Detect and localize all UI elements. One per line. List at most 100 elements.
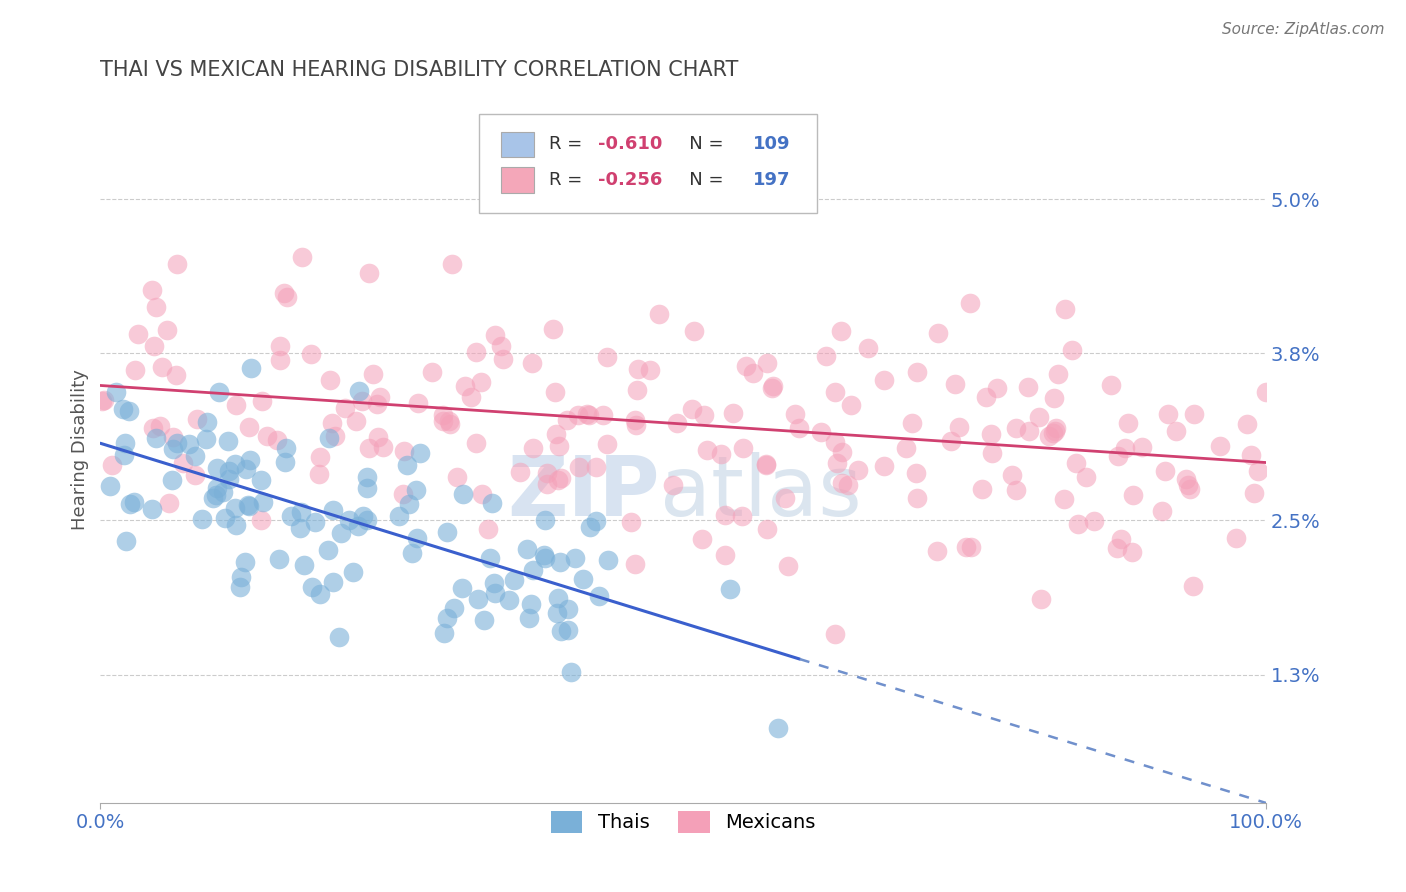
Point	[1042, 425, 1064, 440]
Point	[290, 505, 312, 519]
Point	[401, 546, 423, 560]
Point	[432, 414, 454, 428]
Point	[986, 381, 1008, 395]
Point	[546, 606, 568, 620]
Point	[1243, 486, 1265, 500]
Point	[742, 366, 765, 380]
Point	[692, 533, 714, 547]
Point	[172, 456, 194, 470]
Point	[105, 385, 128, 400]
Point	[337, 513, 360, 527]
Point	[357, 442, 380, 456]
Point	[436, 524, 458, 539]
Point	[361, 368, 384, 382]
Point	[1116, 417, 1139, 431]
Point	[575, 408, 598, 422]
Point	[550, 471, 572, 485]
Point	[177, 436, 200, 450]
Point	[269, 551, 291, 566]
Point	[274, 455, 297, 469]
Point	[662, 477, 685, 491]
Point	[894, 442, 917, 456]
Point	[522, 441, 544, 455]
Point	[225, 398, 247, 412]
Point	[91, 393, 114, 408]
Point	[165, 368, 187, 382]
Point	[454, 379, 477, 393]
Point	[533, 548, 555, 562]
Point	[627, 362, 650, 376]
Point	[1182, 407, 1205, 421]
Point	[761, 381, 783, 395]
Point	[420, 365, 443, 379]
Point	[1121, 545, 1143, 559]
Point	[873, 373, 896, 387]
Point	[280, 508, 302, 523]
Point	[564, 550, 586, 565]
Point	[520, 597, 543, 611]
Point	[1225, 531, 1247, 545]
Point	[560, 665, 582, 679]
Point	[831, 445, 853, 459]
Point	[1099, 378, 1122, 392]
Point	[522, 563, 544, 577]
Point	[1180, 482, 1202, 496]
Point	[1164, 425, 1187, 439]
Text: 109: 109	[754, 136, 790, 153]
Point	[368, 390, 391, 404]
Point	[160, 473, 183, 487]
Point	[371, 440, 394, 454]
Point	[596, 350, 619, 364]
Point	[436, 610, 458, 624]
Point	[214, 510, 236, 524]
Point	[145, 301, 167, 315]
Point	[585, 514, 607, 528]
Point	[194, 432, 217, 446]
Point	[778, 558, 800, 573]
Point	[224, 501, 246, 516]
Point	[815, 349, 838, 363]
Point	[391, 487, 413, 501]
Point	[98, 479, 121, 493]
Point	[638, 362, 661, 376]
Point	[357, 266, 380, 280]
Point	[955, 540, 977, 554]
Point	[208, 385, 231, 400]
Point	[460, 390, 482, 404]
Point	[534, 513, 557, 527]
Point	[837, 478, 859, 492]
Point	[432, 408, 454, 422]
Point	[101, 458, 124, 472]
Point	[824, 384, 846, 399]
Point	[388, 508, 411, 523]
Point	[974, 390, 997, 404]
Point	[437, 414, 460, 428]
Point	[927, 326, 949, 341]
Point	[714, 508, 737, 523]
Point	[1001, 468, 1024, 483]
Point	[250, 394, 273, 409]
Point	[118, 404, 141, 418]
Text: ZIP: ZIP	[508, 451, 659, 533]
Point	[319, 373, 342, 387]
Point	[433, 626, 456, 640]
Point	[683, 324, 706, 338]
Point	[157, 496, 180, 510]
Point	[1031, 592, 1053, 607]
Point	[141, 283, 163, 297]
Point	[406, 531, 429, 545]
Point	[142, 421, 165, 435]
Text: -0.256: -0.256	[598, 170, 662, 189]
Point	[316, 542, 339, 557]
Point	[145, 431, 167, 445]
Point	[557, 602, 579, 616]
Point	[787, 421, 810, 435]
Point	[149, 418, 172, 433]
Point	[846, 463, 869, 477]
Point	[1157, 407, 1180, 421]
Point	[292, 558, 315, 573]
Text: R =: R =	[550, 136, 588, 153]
Point	[467, 592, 489, 607]
Point	[156, 323, 179, 337]
Point	[516, 542, 538, 557]
